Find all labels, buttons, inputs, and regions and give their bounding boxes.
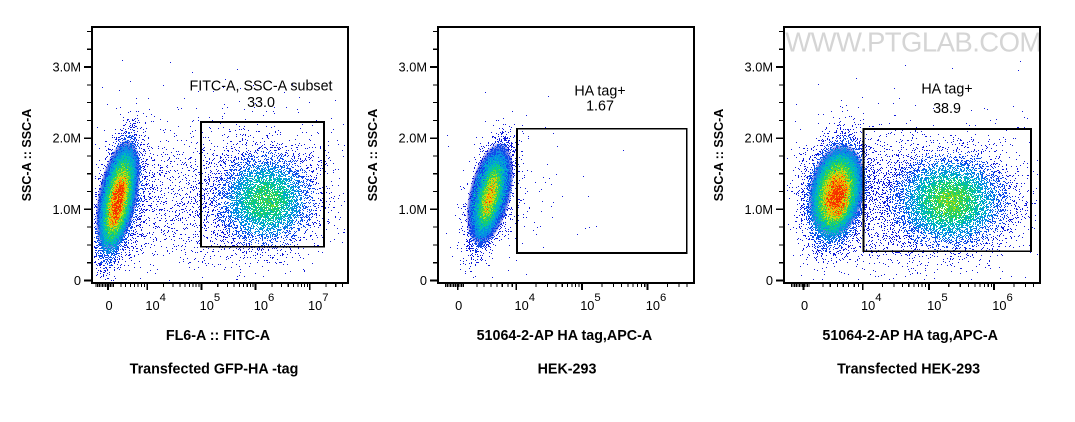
svg-text:1.0M: 1.0M [745,202,773,217]
svg-text:HEK-293: HEK-293 [538,362,597,378]
svg-text:106: 106 [254,292,275,313]
svg-text:1.0M: 1.0M [399,202,427,217]
svg-text:105: 105 [200,292,221,313]
svg-text:SSC-A :: SSC-A: SSC-A :: SSC-A [366,109,380,202]
svg-text:SSC-A :: SSC-A: SSC-A :: SSC-A [20,109,34,202]
svg-text:1.0M: 1.0M [53,202,81,217]
svg-text:106: 106 [646,292,667,313]
svg-text:104: 104 [861,292,882,313]
svg-text:51064-2-AP HA tag,APC-A: 51064-2-AP HA tag,APC-A [822,328,998,344]
svg-text:0: 0 [455,298,462,313]
svg-text:0: 0 [801,298,808,313]
svg-text:0: 0 [74,273,81,288]
svg-text:3.0M: 3.0M [745,60,773,75]
svg-text:107: 107 [308,292,329,313]
svg-text:Transfected HEK-293: Transfected HEK-293 [837,362,980,378]
svg-text:1.67: 1.67 [586,99,614,115]
svg-text:51064-2-AP HA tag,APC-A: 51064-2-AP HA tag,APC-A [477,328,653,344]
svg-text:106: 106 [992,292,1013,313]
svg-text:0: 0 [766,273,773,288]
svg-text:HA tag+: HA tag+ [921,82,972,98]
svg-text:104: 104 [515,292,536,313]
svg-text:2.0M: 2.0M [745,131,773,146]
svg-text:FL6-A :: FITC-A: FL6-A :: FITC-A [166,328,270,344]
svg-text:33.0: 33.0 [247,95,275,111]
svg-text:0: 0 [105,298,112,313]
svg-text:Transfected GFP-HA -tag: Transfected GFP-HA -tag [130,362,299,378]
svg-text:38.9: 38.9 [933,101,961,117]
svg-text:0: 0 [420,273,427,288]
svg-text:3.0M: 3.0M [53,60,81,75]
svg-text:104: 104 [145,292,166,313]
svg-text:WWW.PTGLAB.COM: WWW.PTGLAB.COM [785,27,1042,58]
svg-text:105: 105 [927,292,948,313]
svg-text:HA tag+: HA tag+ [574,84,625,100]
svg-text:2.0M: 2.0M [53,131,81,146]
svg-text:105: 105 [580,292,601,313]
svg-text:2.0M: 2.0M [399,131,427,146]
svg-text:SSC-A :: SSC-A: SSC-A :: SSC-A [712,109,726,202]
svg-text:FITC-A, SSC-A subset: FITC-A, SSC-A subset [189,79,332,95]
svg-text:3.0M: 3.0M [399,60,427,75]
